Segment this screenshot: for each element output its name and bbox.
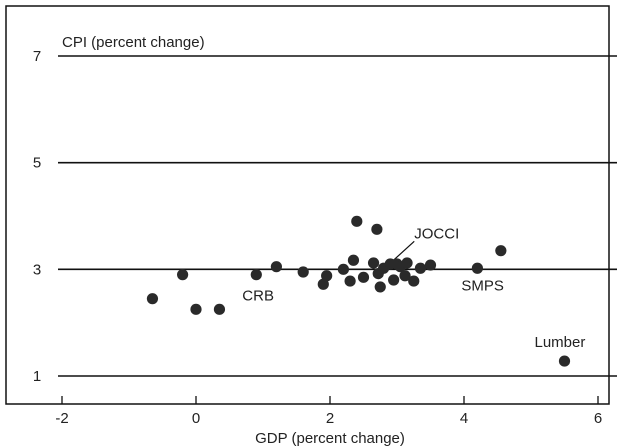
- data-point: [317, 278, 329, 290]
- y-tick-label: 5: [33, 155, 41, 172]
- data-point: [374, 281, 386, 293]
- data-point: [270, 261, 282, 273]
- data-point: [146, 293, 159, 305]
- data-point: [401, 257, 413, 269]
- data-point: [297, 266, 309, 278]
- data-point: [408, 275, 420, 287]
- x-axis-title: GDP (percent change): [255, 430, 405, 447]
- data-point: [424, 259, 437, 271]
- y-axis-ticks: 1 3 5 7: [33, 48, 41, 385]
- x-tick-label: 2: [326, 410, 334, 427]
- data-point: [371, 223, 383, 235]
- x-axis-ticks: -2 0 2 4 6: [55, 396, 602, 427]
- data-point: [177, 269, 189, 281]
- data-point: [414, 262, 427, 274]
- y-tick-label: 3: [33, 261, 41, 278]
- data-point: [213, 303, 226, 315]
- data-point: [495, 245, 507, 257]
- data-point: [388, 274, 400, 286]
- data-point: [471, 262, 483, 274]
- annotation-leader-jocci: [391, 240, 415, 262]
- data-point: [357, 271, 370, 283]
- x-tick-label: 6: [594, 410, 602, 427]
- y-tick-label: 7: [33, 48, 41, 65]
- data-points: [146, 215, 571, 367]
- data-point: [321, 270, 333, 282]
- data-point: [190, 303, 202, 315]
- x-tick-label: -2: [55, 410, 68, 427]
- point-label-smps: SMPS: [461, 277, 504, 294]
- annotation-leaders: [391, 240, 415, 262]
- data-point: [351, 215, 363, 227]
- data-point: [558, 355, 571, 367]
- gridlines: [58, 55, 617, 377]
- x-tick-label: 4: [460, 410, 468, 427]
- annotation-crb: CRB: [242, 288, 274, 305]
- data-point: [337, 263, 349, 275]
- y-axis-title: CPI (percent change): [62, 34, 205, 51]
- annotation-jocci: JOCCI: [414, 225, 459, 242]
- point-labels: SMPS Lumber CRB JOCCI: [242, 225, 585, 351]
- chart-frame: [5, 5, 610, 405]
- point-label-lumber: Lumber: [535, 334, 586, 351]
- y-tick-label: 1: [33, 368, 41, 385]
- data-point: [347, 254, 360, 266]
- data-point: [250, 269, 262, 281]
- data-point: [399, 270, 411, 282]
- data-point: [367, 257, 380, 269]
- data-point: [344, 275, 356, 287]
- x-tick-label: 0: [192, 410, 200, 427]
